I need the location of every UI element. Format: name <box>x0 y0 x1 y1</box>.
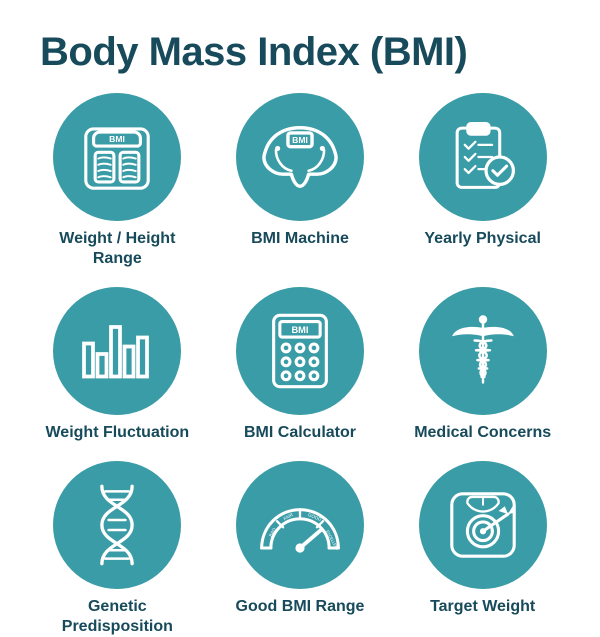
label: GeneticPredisposition <box>62 597 173 637</box>
gauge-icon: BAD FAIR GOOD EXCELLENT <box>236 461 364 589</box>
svg-text:BMI: BMI <box>292 135 308 145</box>
label: Medical Concerns <box>414 423 551 443</box>
item-weight-fluctuation: Weight Fluctuation <box>40 287 195 443</box>
label: Yearly Physical <box>424 229 541 249</box>
target-icon <box>419 461 547 589</box>
icon-grid: BMI Weight / HeightRange BMI BMI Machine <box>40 93 560 637</box>
label: BMI Calculator <box>244 423 356 443</box>
item-target-weight: Target Weight <box>405 461 560 637</box>
calculator-icon: BMI <box>236 287 364 415</box>
label: Weight / HeightRange <box>59 229 175 269</box>
svg-text:BMI: BMI <box>109 134 125 144</box>
svg-text:BMI: BMI <box>291 325 308 335</box>
machine-icon: BMI <box>236 93 364 221</box>
item-bmi-calculator: BMI BMI Calculator <box>223 287 378 443</box>
caduceus-icon <box>419 287 547 415</box>
label: Weight Fluctuation <box>45 423 189 443</box>
item-yearly-physical: Yearly Physical <box>405 93 560 269</box>
scale-icon: BMI <box>53 93 181 221</box>
item-medical-concerns: Medical Concerns <box>405 287 560 443</box>
dna-icon <box>53 461 181 589</box>
item-good-bmi-range: BAD FAIR GOOD EXCELLENT Good BMI Range <box>223 461 378 637</box>
label: Target Weight <box>430 597 535 617</box>
label: BMI Machine <box>251 229 349 249</box>
page-title: Body Mass Index (BMI) <box>40 30 560 75</box>
clipboard-icon <box>419 93 547 221</box>
item-weight-height-range: BMI Weight / HeightRange <box>40 93 195 269</box>
item-bmi-machine: BMI BMI Machine <box>223 93 378 269</box>
label: Good BMI Range <box>236 597 365 617</box>
item-genetic-predisposition: GeneticPredisposition <box>40 461 195 637</box>
bars-icon <box>53 287 181 415</box>
